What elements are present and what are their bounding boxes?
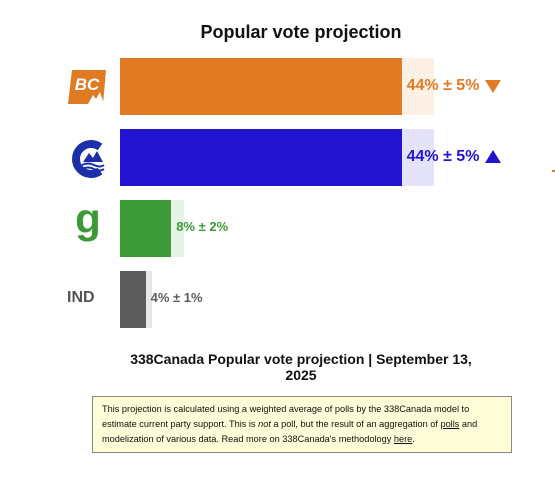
bar-bc bbox=[120, 58, 402, 115]
polls-link[interactable]: polls bbox=[440, 419, 460, 429]
note-text-2: a poll, but the result of an aggregation… bbox=[270, 419, 441, 429]
note-text-3: and modelization of various data. Read m… bbox=[102, 419, 478, 444]
bc-logo-text: BC bbox=[75, 75, 100, 94]
bar-chart: 44% ± 5% 44% ± 5% 8% ± 2% 4% ± 1% bbox=[120, 58, 501, 328]
trend-down-icon bbox=[484, 79, 501, 93]
bar-conservative bbox=[120, 129, 402, 186]
green-party-logo-icon: g bbox=[75, 201, 101, 242]
conservative-party-logo-icon bbox=[72, 140, 105, 178]
value-label-ind: 4% ± 1% bbox=[150, 289, 203, 305]
value-label-green: 8% ± 2% bbox=[176, 218, 229, 234]
methodology-link[interactable]: here bbox=[393, 434, 413, 444]
bc-united-logo-icon: BC bbox=[68, 70, 106, 104]
methodology-note: This projection is calculated using a we… bbox=[92, 396, 512, 453]
green-logo-text: g bbox=[75, 201, 101, 242]
trend-up-icon bbox=[484, 149, 501, 163]
value-label-conservative: 44% ± 5% bbox=[406, 147, 480, 165]
note-emphasis: not bbox=[258, 419, 271, 429]
ind-label: IND bbox=[67, 289, 95, 306]
edge-mark bbox=[552, 170, 555, 172]
chart-caption: 338Canada Popular vote projection | Sept… bbox=[130, 351, 472, 383]
chart-title: Popular vote projection bbox=[200, 22, 402, 42]
value-label-bc: 44% ± 5% bbox=[406, 76, 480, 94]
bar-green bbox=[120, 200, 172, 257]
bar-ind bbox=[120, 271, 146, 328]
note-text-4: . bbox=[412, 434, 415, 444]
note-text-1: This projection is calculated using a we… bbox=[102, 404, 470, 429]
